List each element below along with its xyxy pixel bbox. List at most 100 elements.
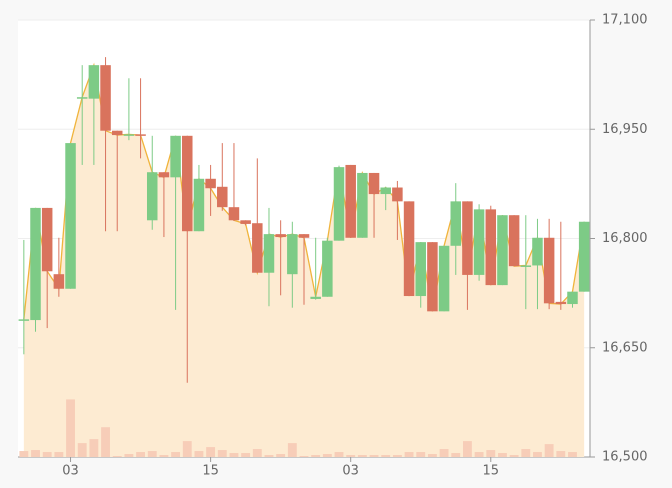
candle-body (415, 242, 426, 297)
candle-body (275, 234, 286, 238)
volume-bar (182, 441, 192, 457)
volume-bar (217, 450, 227, 457)
volume-bar (556, 451, 566, 457)
candle-body (392, 187, 403, 202)
candle-body (555, 301, 567, 305)
volume-bar (66, 399, 75, 457)
candle-body (263, 234, 275, 273)
candle-body (427, 242, 438, 312)
volume-bar (392, 455, 402, 457)
candle-body (228, 207, 240, 221)
volume-bar (229, 453, 239, 457)
volume-bar (404, 452, 414, 457)
candle-body (41, 207, 53, 272)
volume-bar (381, 455, 391, 457)
y-tick-label: 16,950 (602, 122, 648, 137)
volume-bar (509, 455, 519, 457)
y-tick-label: 17,100 (602, 13, 648, 28)
volume-bar (427, 454, 437, 457)
volume-bar (124, 454, 134, 457)
volume-bar (416, 452, 426, 457)
candle-body (158, 172, 170, 178)
candle-body (88, 65, 100, 99)
candle-body (18, 319, 30, 321)
volume-bar (206, 447, 216, 457)
volume-bar (194, 451, 204, 457)
candle-body (240, 220, 251, 224)
volume-bar (42, 452, 52, 457)
candle-body (462, 201, 473, 275)
volume-bar (486, 450, 496, 457)
volume-bar (568, 452, 577, 457)
volume-bar (252, 449, 262, 457)
volume-bar (159, 455, 169, 457)
candle-body (578, 221, 590, 292)
volume-bar (287, 443, 297, 457)
candle-body (111, 130, 123, 136)
volume-bar (112, 456, 122, 457)
volume-bar (136, 452, 146, 457)
candle-body (30, 207, 41, 321)
candle-body (333, 167, 345, 241)
volume-bar (462, 441, 472, 457)
volume-bar (451, 453, 461, 457)
volume-bar (346, 455, 356, 457)
candle-body (76, 97, 88, 99)
volume-bar (89, 439, 99, 457)
volume-bar (498, 453, 507, 457)
candle-body (135, 134, 146, 136)
x-tick-label: 03 (342, 464, 359, 479)
x-tick-label: 15 (202, 464, 219, 479)
candle-body (205, 178, 216, 189)
candle-body (287, 234, 298, 275)
candle-body (123, 134, 135, 136)
volume-bar (439, 449, 449, 457)
candle-body (217, 186, 228, 208)
volume-bar (311, 455, 321, 457)
volume-bar (369, 455, 379, 457)
candle-body (345, 164, 356, 238)
candle-body (310, 296, 321, 299)
candle-body (146, 172, 158, 221)
candle-body (65, 143, 76, 289)
candle-body (508, 215, 520, 267)
x-tick-label: 15 (483, 464, 500, 479)
volume-bar (101, 427, 110, 457)
candle-body (543, 237, 555, 304)
candle-body (322, 240, 333, 297)
candle-body (520, 265, 532, 267)
volume-bar (241, 453, 251, 457)
volume-bar (147, 451, 157, 457)
candle-body (357, 172, 368, 238)
volume-bar (521, 449, 531, 457)
volume-bar (19, 451, 29, 457)
y-tick-label: 16,800 (602, 231, 648, 246)
volume-bar (276, 454, 286, 457)
candle-body (170, 135, 181, 178)
candle-body (193, 178, 205, 232)
candle-body (473, 209, 485, 275)
volume-bar (54, 452, 64, 457)
volume-bar (264, 455, 274, 457)
volume-bar (31, 450, 40, 457)
volume-bar (171, 452, 181, 457)
volume-bar (322, 454, 332, 457)
candle-body (182, 135, 193, 232)
candle-body (100, 65, 111, 131)
volume-bar (77, 443, 87, 457)
candle-body (497, 215, 508, 286)
x-tick-label: 03 (62, 464, 79, 479)
candle-body (298, 234, 310, 238)
y-tick-label: 16,650 (602, 340, 648, 355)
candle-body (368, 172, 380, 195)
candle-body (403, 201, 415, 297)
candle-body (485, 209, 497, 286)
volume-bar (334, 452, 344, 457)
candle-body (252, 223, 263, 273)
volume-bar (533, 452, 542, 457)
y-tick-label: 16,500 (602, 450, 648, 465)
candle-body (438, 245, 450, 312)
candle-body (450, 201, 462, 246)
candle-body (532, 237, 543, 266)
